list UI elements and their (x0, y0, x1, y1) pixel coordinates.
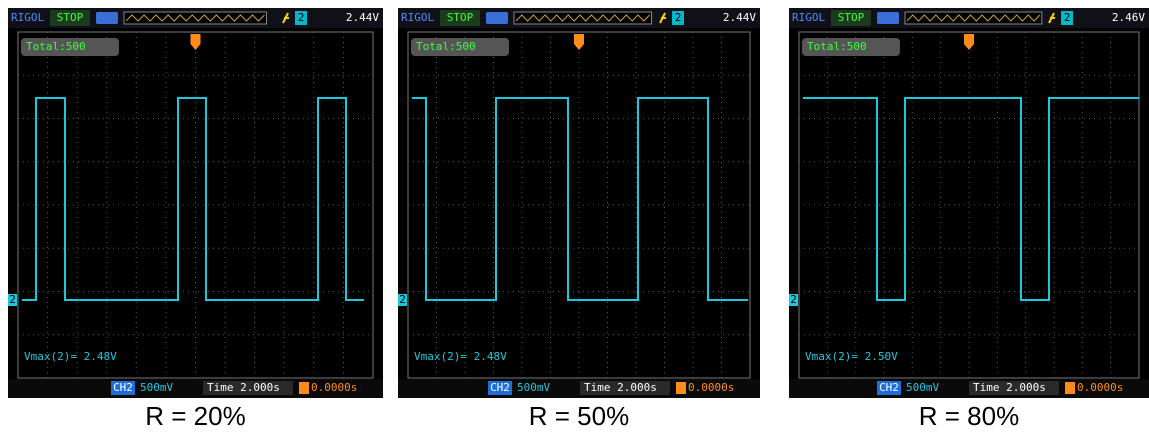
volts-per-div: 500mV (140, 381, 173, 394)
status: STOP (57, 11, 84, 24)
measurement: Vmax(2)= 2.48V (414, 350, 507, 363)
brand: RIGOL (11, 11, 44, 24)
channel-marker: 2 (399, 293, 406, 306)
brand: RIGOL (401, 11, 434, 24)
brand: RIGOL (792, 11, 825, 24)
measurement: Vmax(2)= 2.50V (805, 350, 898, 363)
volts-per-div: 500mV (517, 381, 550, 394)
channel: CH2 (490, 381, 510, 394)
scope-panel: RIGOL STOP 2 2.44V Total:500 2 Vmax(2)= 2.48V C… (398, 8, 760, 398)
total-count: Total:500 (807, 40, 867, 53)
scope-comparison: RIGOL STOP 2 2.44V Total:500 2 Vmax(2)= 2.48V C… (0, 0, 1149, 434)
offset-icon (1065, 382, 1075, 394)
measurement: Vmax(2)= 2.48V (24, 350, 117, 363)
caption: R = 50% (529, 401, 629, 431)
offset-icon (676, 382, 686, 394)
caption: R = 20% (145, 401, 245, 431)
trigger-level: 2.44V (346, 11, 379, 24)
caption: R = 80% (919, 401, 1019, 431)
channel-marker: 2 (790, 293, 797, 306)
volts-per-div: 500mV (906, 381, 939, 394)
memory-icon (96, 12, 118, 24)
timebase: Time 2.000s (584, 381, 657, 394)
channel: CH2 (113, 381, 133, 394)
channel-marker: 2 (9, 293, 16, 306)
status: STOP (447, 11, 474, 24)
status: STOP (838, 11, 865, 24)
total-count: Total:500 (26, 40, 86, 53)
trigger-source: 2 (298, 11, 305, 24)
trigger-level: 2.46V (1112, 11, 1145, 24)
trigger-offset: 0.0000s (311, 381, 357, 394)
scope-panel: RIGOL STOP 2 2.46V Total:500 2 Vmax(2)= 2.50V C… (789, 8, 1149, 398)
memory-icon (877, 12, 899, 24)
scope-panel: RIGOL STOP 2 2.44V Total:500 2 Vmax(2)= 2.48V C… (8, 8, 383, 398)
trigger-source: 2 (1064, 11, 1071, 24)
trigger-level: 2.44V (723, 11, 756, 24)
offset-icon (299, 382, 309, 394)
trigger-offset: 0.0000s (688, 381, 734, 394)
trigger-source: 2 (675, 11, 682, 24)
total-count: Total:500 (416, 40, 476, 53)
timebase: Time 2.000s (973, 381, 1046, 394)
trigger-offset: 0.0000s (1077, 381, 1123, 394)
timebase: Time 2.000s (207, 381, 280, 394)
memory-icon (486, 12, 508, 24)
channel: CH2 (879, 381, 899, 394)
